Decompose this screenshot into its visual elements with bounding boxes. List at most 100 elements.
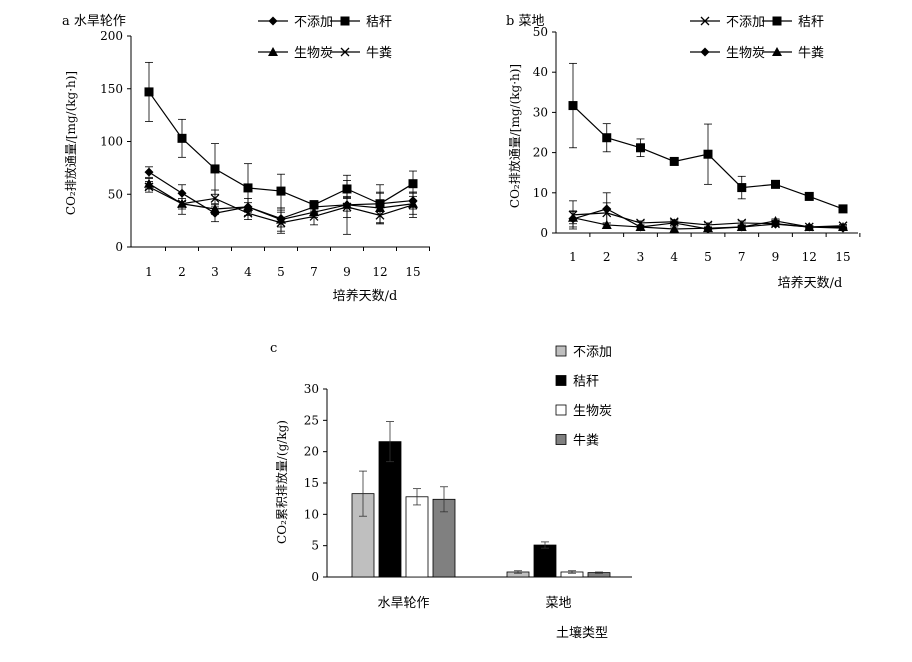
panel-a-y-tick-label: 50 (108, 187, 123, 201)
panel-b-point (703, 149, 713, 159)
panel-c-title: c (270, 341, 277, 356)
panel-a-point (243, 201, 253, 211)
panel-a-point (177, 199, 187, 209)
panel-c-y-tick-label: 10 (304, 507, 319, 521)
panel-b-point (602, 133, 612, 143)
panel-a-point (210, 204, 220, 214)
panel-b-x-tick-label: 5 (704, 250, 712, 264)
panel-b-point (771, 179, 780, 189)
panel-c-y-tick-label: 5 (311, 539, 319, 553)
panel-b-point (669, 156, 679, 166)
panel-b-y-tick-label: 50 (533, 25, 548, 39)
panel-b-y-tick-label: 20 (533, 146, 548, 160)
panel-b-point (635, 221, 646, 231)
panel-b-point (602, 204, 612, 214)
panel-b-y-tick-label: 10 (533, 186, 548, 200)
panel-a-xlabel: 培养天数/d (333, 288, 398, 304)
panel-a-title: a 水旱轮作 (62, 14, 126, 29)
panel-b-point (838, 221, 848, 231)
panel-b-x-tick-label: 4 (670, 250, 678, 264)
panel-b-point (601, 219, 612, 229)
panel-a-point (309, 211, 319, 221)
panel-b-point (804, 191, 814, 201)
panel-b-legend-marker (772, 16, 782, 26)
panel-a-y-tick-label: 150 (100, 82, 123, 96)
panel-a-y-tick-label: 100 (100, 135, 123, 149)
panel-b-legend-marker (700, 47, 710, 57)
panel-b-x-tick-label: 2 (603, 250, 611, 264)
panel-b-x-tick-label: 7 (738, 250, 746, 264)
panel-c-y-tick-label: 0 (311, 570, 319, 584)
panel-a-x-tick-label: 4 (244, 265, 252, 279)
panel-b-point (703, 223, 713, 233)
panel-a-legend-label: 不添加 (294, 15, 333, 30)
panel-a-x-tick-label: 12 (372, 265, 387, 279)
panel-b-point (669, 223, 680, 233)
panel-a-legend-marker (340, 47, 350, 57)
panel-a-point (144, 182, 154, 192)
panel-a-point (243, 183, 253, 193)
panel-a-point (243, 208, 253, 218)
panel-b-y-tick-label: 30 (533, 105, 548, 119)
panel-c-ylabel: CO₂累积排放量/(g/kg) (274, 420, 289, 544)
panel-a-y-tick-label: 0 (115, 240, 123, 254)
panel-a-legend-label: 牛粪 (366, 46, 392, 61)
panel-a-point (408, 200, 418, 210)
panel-a-x-tick-label: 5 (277, 265, 285, 279)
panel-c-legend-label: 秸秆 (573, 375, 599, 390)
panel-b-point (770, 215, 781, 225)
panel-a-point (342, 202, 352, 212)
panel-a-legend-marker (340, 16, 350, 26)
panel-c-legend-label: 不添加 (573, 345, 612, 360)
panel-b-point (838, 204, 848, 214)
panel-b-point (737, 183, 747, 193)
panel-a-x-tick-label: 7 (310, 265, 318, 279)
panel-c-category-label: 菜地 (545, 596, 571, 611)
panel-c-y-tick-label: 25 (304, 413, 319, 427)
panel-b-legend-marker (700, 16, 710, 26)
panel-b-x-tick-label: 9 (772, 250, 780, 264)
panel-c-legend-label: 牛粪 (573, 434, 599, 449)
panel-a-point (210, 164, 220, 174)
panel-a-point (276, 186, 286, 196)
panel-b-title: b 菜地 (506, 14, 544, 29)
panel-a-point (375, 210, 385, 220)
panel-c-bar (533, 544, 557, 578)
panel-b-legend-label: 秸秆 (798, 15, 824, 30)
panel-a-x-tick-label: 9 (343, 265, 351, 279)
panel-a-point (309, 200, 319, 210)
panel-c-chart: c CO₂累积排放量/(g/kg) 土壤类型 0 5 10 15 20 25 30 水旱轮作 菜… (270, 341, 632, 641)
panel-c-legend-swatch (555, 345, 567, 357)
panel-b-legend-label: 牛粪 (798, 46, 824, 61)
panel-c-y-tick-label: 20 (304, 445, 319, 459)
panel-a-ylabel: CO₂排放通量/[mg/(kg·h)] (63, 71, 78, 215)
panel-b-point (736, 221, 747, 231)
panel-b-point (568, 212, 578, 222)
panel-a-point (177, 133, 187, 143)
panel-b-legend-label: 不添加 (726, 15, 765, 30)
panel-c-xlabel: 土壤类型 (556, 625, 608, 641)
panel-a-x-tick-label: 2 (178, 265, 186, 279)
panel-b-x-tick-label: 3 (637, 250, 645, 264)
panel-c-y-tick-label: 30 (304, 382, 319, 396)
panel-c-category-label: 水旱轮作 (377, 596, 429, 611)
panel-a-point (210, 194, 220, 203)
panel-b-x-tick-label: 12 (802, 250, 817, 264)
panel-b-point (568, 101, 578, 111)
panel-b-legend-label: 生物炭 (726, 46, 765, 61)
panel-b-point (636, 143, 645, 153)
panel-b-ylabel: CO₂排放通量/[mg/(kg·h)] (507, 64, 522, 208)
panel-a-legend-marker (268, 47, 278, 56)
panel-b-x-tick-label: 1 (569, 250, 577, 264)
panel-a-point (408, 179, 418, 189)
panel-a-x-tick-label: 3 (211, 265, 219, 279)
panel-b-point (804, 221, 815, 231)
panel-c-y-tick-label: 15 (304, 476, 319, 490)
panel-a-point (276, 218, 286, 228)
panel-c-legend-label: 生物炭 (573, 404, 612, 419)
panel-a-point (144, 167, 154, 177)
panel-a-x-tick-label: 1 (145, 265, 153, 279)
panel-b-y-tick-label: 0 (540, 226, 548, 240)
panel-b-legend-marker (772, 47, 782, 56)
